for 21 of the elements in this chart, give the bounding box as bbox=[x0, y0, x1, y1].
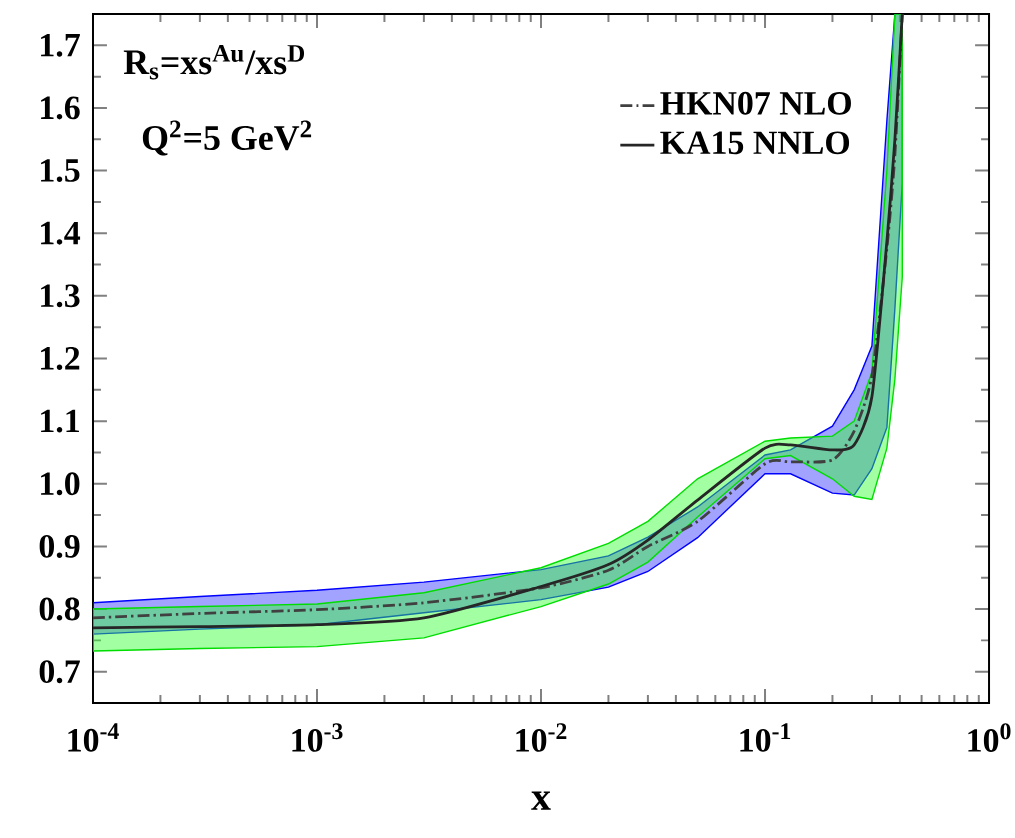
x-tick-label: 10$^{-4}$ bbox=[68, 723, 119, 752]
y-tick-label: 1.4 bbox=[41, 221, 81, 245]
y-tick-label: 0.8 bbox=[39, 597, 80, 621]
annotation: R$_{s}$=xs$^{Au}$/xs$^{D}$ bbox=[123, 45, 305, 80]
y-tick-label: 0.7 bbox=[39, 660, 80, 684]
annotation: Q$^{2}$=5 GeV$^{2}$ bbox=[142, 120, 312, 156]
y-tick-label: 1.2 bbox=[41, 347, 80, 370]
x-tick-label: 10$^{-1}$ bbox=[740, 723, 791, 752]
x-axis-title: x bbox=[531, 791, 551, 810]
y-tick-label: 1.5 bbox=[41, 159, 80, 182]
y-tick-label: 1.0 bbox=[41, 472, 80, 496]
legend-label: HKN07 NLO bbox=[660, 91, 851, 115]
x-tick-label: 10$^{0}$ bbox=[968, 723, 1011, 752]
y-tick-label: 1.3 bbox=[41, 284, 80, 308]
y-tick-label: 1.1 bbox=[41, 409, 79, 433]
x-tick-label: 10$^{-2}$ bbox=[516, 723, 567, 752]
x-tick-label: 10$^{-3}$ bbox=[292, 723, 343, 752]
y-tick-label: 1.6 bbox=[41, 96, 80, 120]
y-tick-label: 1.7 bbox=[41, 33, 80, 57]
legend-label: KA15 NNLO bbox=[660, 131, 850, 155]
y-tick-label: 0.9 bbox=[39, 534, 80, 558]
